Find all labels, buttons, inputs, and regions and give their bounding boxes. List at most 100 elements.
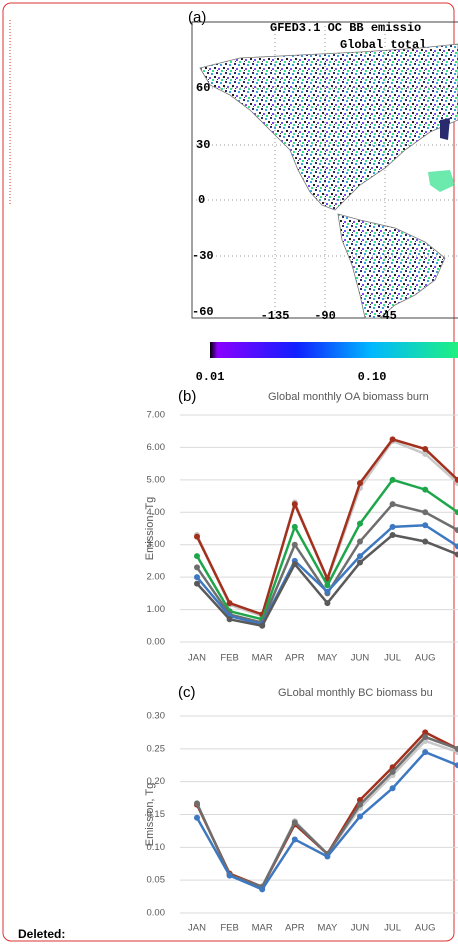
series-line [195, 730, 458, 889]
point [291, 819, 298, 826]
point [422, 486, 429, 493]
point [389, 436, 396, 443]
y-tick-label: 4.00 [147, 507, 166, 518]
colorbar-label: 0.01 [196, 370, 225, 384]
africa-edge [428, 170, 455, 192]
lat-label: 60 [196, 81, 210, 95]
point [422, 446, 429, 453]
y-tick-label: 6.00 [147, 442, 166, 453]
lat-label: 30 [196, 138, 210, 152]
y-tick-label: 1.00 [147, 604, 166, 615]
map-grid [192, 22, 458, 318]
point [422, 729, 429, 736]
y-tick-label: 0.05 [147, 875, 166, 886]
x-tick-label: JAN [188, 923, 206, 934]
y-tick-label: 0.00 [147, 908, 166, 919]
point [357, 801, 363, 808]
point [454, 745, 458, 752]
series-line [195, 739, 458, 889]
point [259, 622, 266, 629]
lat-label: -30 [192, 249, 214, 263]
x-tick-label: FEB [220, 923, 238, 934]
lon-label: -45 [375, 309, 397, 323]
series-line [195, 750, 458, 891]
point [226, 600, 233, 607]
point [454, 543, 458, 550]
x-tick-label: JUL [384, 653, 401, 664]
point [324, 600, 331, 607]
colorbar [210, 342, 458, 358]
y-tick-label: 2.00 [147, 572, 166, 583]
point [389, 768, 396, 775]
map-frame [191, 21, 458, 319]
point [324, 853, 331, 860]
chart-title: Global monthly OA biomass burn [268, 391, 429, 403]
point [454, 527, 458, 534]
x-tick-label: MAR [252, 653, 273, 664]
x-tick-label: APR [285, 923, 305, 934]
x-tick-label: MAR [252, 923, 273, 934]
point [291, 836, 298, 843]
y-tick-label: 0.25 [147, 743, 166, 754]
y-tick-label: 0.00 [147, 637, 166, 648]
point [422, 450, 429, 457]
europe-edge [440, 118, 450, 140]
point [226, 872, 233, 879]
y-axis-title: Emission, Tg [144, 783, 156, 846]
point [389, 531, 396, 538]
point [357, 559, 363, 566]
panel-label: (c) [178, 684, 196, 701]
x-tick-label: MAY [317, 923, 338, 934]
y-tick-label: 3.00 [147, 539, 166, 550]
point [389, 501, 396, 508]
x-tick-label: JUN [351, 923, 370, 934]
deleted-note: Deleted: [18, 927, 65, 941]
y-axis-title: Emission, Tg [144, 497, 156, 560]
lon-label: -135 [261, 309, 290, 323]
chart-title: GLobal monthly BC biomass bu [278, 687, 433, 699]
point [194, 553, 200, 560]
point [454, 509, 458, 516]
point [259, 886, 266, 893]
point [194, 533, 200, 540]
y-tick-label: 5.00 [147, 474, 166, 485]
point [422, 749, 429, 756]
south-america [337, 213, 446, 319]
panel-label: (b) [178, 388, 196, 405]
point [389, 476, 396, 483]
point [357, 480, 363, 487]
point [422, 509, 429, 516]
point [226, 616, 233, 623]
y-tick-label: 0.10 [147, 842, 166, 853]
lat-label: 0 [198, 193, 205, 207]
y-tick-label: 0.20 [147, 776, 166, 787]
point [454, 551, 458, 558]
y-tick-label: 0.15 [147, 809, 166, 820]
x-tick-label: MAY [317, 653, 338, 664]
point [389, 785, 396, 792]
point [291, 523, 298, 530]
point [357, 553, 363, 560]
point [194, 814, 200, 821]
point [357, 813, 363, 820]
point [291, 561, 298, 568]
x-tick-label: AUG [415, 923, 436, 934]
series-line [195, 478, 458, 621]
point [422, 538, 429, 545]
y-tick-label: 7.00 [147, 410, 166, 421]
lat-label: -60 [192, 305, 214, 319]
map-title: GFED3.1 OC BB emissio [270, 21, 421, 35]
point [454, 476, 458, 483]
panel-label: (a) [188, 9, 206, 26]
point [357, 520, 363, 527]
point [324, 588, 331, 595]
colorbar-label: 0.10 [358, 370, 387, 384]
point [194, 564, 200, 571]
point [389, 523, 396, 530]
x-tick-label: FEB [220, 653, 238, 664]
point [454, 762, 458, 769]
point [194, 580, 200, 587]
point [291, 541, 298, 548]
